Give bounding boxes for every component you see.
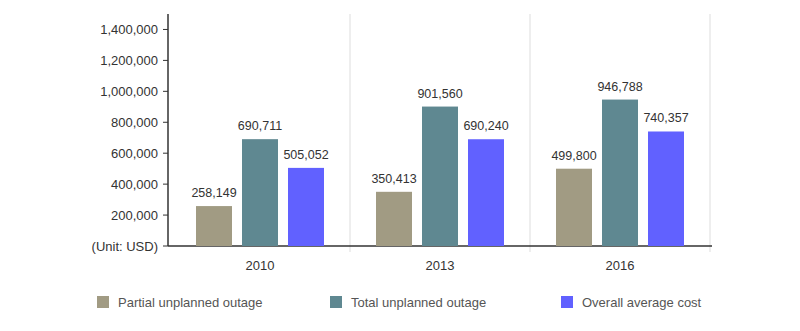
y-tick-label: 400,000 [111, 177, 158, 192]
y-axis [167, 14, 169, 246]
data-label: 901,560 [417, 87, 462, 101]
category-separator [350, 14, 351, 252]
category-separator [530, 14, 531, 252]
category-separator [710, 14, 711, 252]
x-tick-label: 2016 [606, 258, 635, 273]
bar [556, 169, 592, 246]
chart: (Unit: USD) 200,000 400,000 600,000 800,000 1… [0, 0, 800, 331]
bar [422, 107, 458, 246]
legend-swatch [330, 296, 342, 308]
data-label: 505,052 [283, 148, 328, 162]
y-tick-label: (Unit: USD) [92, 239, 158, 254]
y-tick-label: 1,000,000 [100, 84, 158, 99]
legend-label: Overall average cost [582, 295, 702, 310]
y-tick-label: 600,000 [111, 146, 158, 161]
legend-swatch [561, 296, 573, 308]
bar [376, 192, 412, 246]
data-label: 690,240 [463, 119, 508, 133]
y-tick-label: 1,400,000 [100, 22, 158, 37]
bars [196, 100, 684, 246]
x-tick-label: 2010 [246, 258, 275, 273]
y-tick-label: 1,200,000 [100, 53, 158, 68]
bar [468, 139, 504, 246]
legend-swatch [97, 296, 109, 308]
bar [648, 131, 684, 246]
data-label: 350,413 [371, 172, 416, 186]
bar [602, 100, 638, 246]
data-label: 946,788 [597, 80, 642, 94]
y-tick-label: 200,000 [111, 208, 158, 223]
bar [242, 139, 278, 246]
data-label: 258,149 [191, 186, 236, 200]
legend-label: Partial unplanned outage [118, 295, 263, 310]
bar [196, 206, 232, 246]
legend-label: Total unplanned outage [351, 295, 486, 310]
bar [288, 168, 324, 246]
data-label: 499,800 [551, 149, 596, 163]
x-tick-label: 2013 [426, 258, 455, 273]
y-tick-label: 800,000 [111, 115, 158, 130]
data-label: 690,711 [238, 119, 282, 133]
data-label: 740,357 [643, 111, 688, 125]
